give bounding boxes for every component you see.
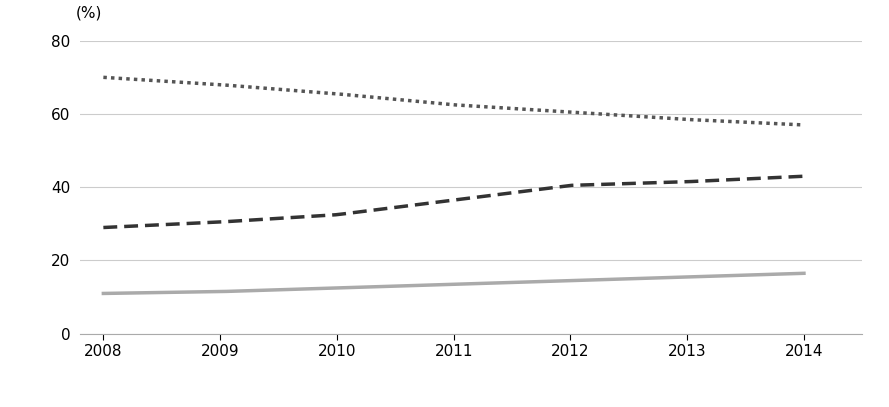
age: over 40: (2.01e+03, 42.2): over 40: (2.01e+03, 42.2): [739, 177, 749, 182]
age: 16-40: (2.01e+03, 57.8): 16-40: (2.01e+03, 57.8): [739, 120, 749, 125]
age: over 40: (2.01e+03, 42.5): over 40: (2.01e+03, 42.5): [764, 175, 774, 180]
age: 16-40: (2.01e+03, 70): 16-40: (2.01e+03, 70): [98, 75, 108, 80]
Text: (%): (%): [76, 5, 102, 20]
age: 16-40: (2.01e+03, 57): 16-40: (2.01e+03, 57): [798, 123, 809, 127]
age: over 50: (2.01e+03, 11.6): over 50: (2.01e+03, 11.6): [228, 289, 239, 293]
age: 16-40: (2.01e+03, 69.3): 16-40: (2.01e+03, 69.3): [140, 78, 151, 83]
age: over 40: (2.01e+03, 29): over 40: (2.01e+03, 29): [98, 225, 108, 230]
age: over 40: (2.01e+03, 29.4): over 40: (2.01e+03, 29.4): [126, 224, 137, 229]
age: over 50: (2.01e+03, 11.1): over 50: (2.01e+03, 11.1): [126, 291, 137, 295]
age: over 50: (2.01e+03, 16.5): over 50: (2.01e+03, 16.5): [798, 271, 809, 276]
age: over 50: (2.01e+03, 16.2): over 50: (2.01e+03, 16.2): [764, 272, 774, 277]
Line: age: 16-40: age: 16-40: [103, 77, 804, 125]
age: over 40: (2.01e+03, 29.5): over 40: (2.01e+03, 29.5): [140, 223, 151, 228]
age: over 40: (2.01e+03, 30.7): over 40: (2.01e+03, 30.7): [228, 219, 239, 223]
age: over 50: (2.01e+03, 12.1): over 50: (2.01e+03, 12.1): [284, 287, 295, 292]
age: 16-40: (2.01e+03, 57.5): 16-40: (2.01e+03, 57.5): [764, 121, 774, 126]
age: over 50: (2.01e+03, 11): over 50: (2.01e+03, 11): [98, 291, 108, 296]
age: over 40: (2.01e+03, 43): over 40: (2.01e+03, 43): [798, 174, 809, 179]
age: 16-40: (2.01e+03, 69.5): 16-40: (2.01e+03, 69.5): [126, 77, 137, 81]
Line: age: over 50: age: over 50: [103, 274, 804, 293]
Line: age: over 40: age: over 40: [103, 176, 804, 228]
age: 16-40: (2.01e+03, 66.5): 16-40: (2.01e+03, 66.5): [284, 88, 295, 92]
age: over 40: (2.01e+03, 31.7): over 40: (2.01e+03, 31.7): [284, 215, 295, 220]
age: over 50: (2.01e+03, 16): over 50: (2.01e+03, 16): [739, 273, 749, 278]
age: 16-40: (2.01e+03, 67.7): 16-40: (2.01e+03, 67.7): [228, 83, 239, 88]
age: over 50: (2.01e+03, 11.2): over 50: (2.01e+03, 11.2): [140, 290, 151, 295]
